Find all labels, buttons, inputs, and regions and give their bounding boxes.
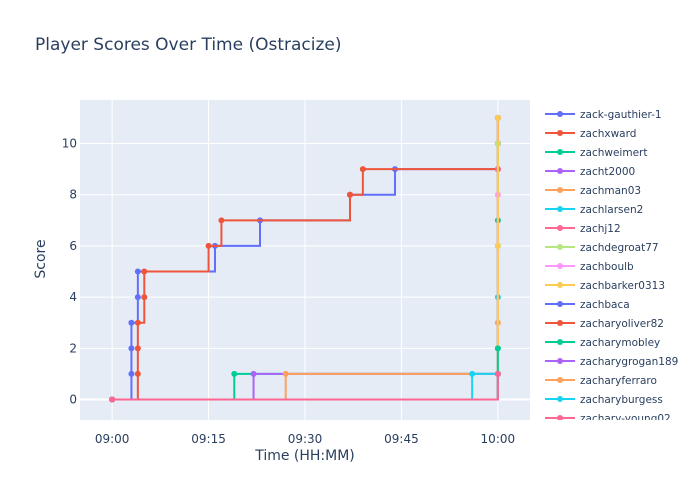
legend-label: zachary-young02 xyxy=(580,413,671,425)
legend-label: zachweimert xyxy=(580,147,647,159)
data-point[interactable] xyxy=(134,268,141,275)
legend-item[interactable]: zachj12 xyxy=(545,223,621,235)
legend-layer: zack-gauthier-1 zachxward zachweimert zacht… xyxy=(545,109,678,425)
data-point[interactable] xyxy=(359,166,366,173)
legend-item[interactable]: zachweimert xyxy=(545,147,647,159)
data-point[interactable] xyxy=(231,370,238,377)
y-tick-label: 6 xyxy=(69,239,77,253)
legend-label: zachman03 xyxy=(580,185,641,197)
legend-label: zachdegroat77 xyxy=(580,242,659,254)
chart-title: Player Scores Over Time (Ostracize) xyxy=(35,35,342,55)
legend-marker xyxy=(557,339,563,345)
data-point[interactable] xyxy=(134,345,141,352)
data-point[interactable] xyxy=(134,370,141,377)
data-point[interactable] xyxy=(205,242,212,249)
legend-item[interactable]: zachxward xyxy=(545,128,636,140)
legend-item[interactable]: zacharyferraro xyxy=(545,375,657,387)
series-line xyxy=(112,373,499,401)
series-zachxward xyxy=(109,114,501,403)
data-point[interactable] xyxy=(141,268,148,275)
x-tick-label: 09:00 xyxy=(95,432,130,446)
legend-label: zachj12 xyxy=(580,223,621,235)
x-tick-label: 09:15 xyxy=(191,432,226,446)
data-point[interactable] xyxy=(494,114,501,121)
legend-item[interactable]: zacharyburgess xyxy=(545,394,663,406)
legend-label: zacharyoliver82 xyxy=(580,318,664,330)
legend-marker xyxy=(557,263,563,269)
x-tick-label: 09:30 xyxy=(288,432,323,446)
legend-marker xyxy=(557,149,563,155)
legend-marker xyxy=(557,396,563,402)
legend-label: zacharymobley xyxy=(580,337,660,349)
legend-label: zack-gauthier-1 xyxy=(580,109,662,121)
legend-label: zacharyburgess xyxy=(580,394,663,406)
y-tick-label: 4 xyxy=(69,290,77,304)
tick-layer: 0 2 4 6 8 10 09:00 09:15 09:30 09:45 10:00 xyxy=(62,137,515,446)
data-point[interactable] xyxy=(282,370,289,377)
legend-marker xyxy=(557,320,563,326)
data-point[interactable] xyxy=(134,319,141,326)
legend-marker xyxy=(557,377,563,383)
legend-marker xyxy=(557,130,563,136)
legend-marker xyxy=(557,244,563,250)
legend-marker xyxy=(557,168,563,174)
legend[interactable]: zack-gauthier-1 zachxward zachweimert zacht… xyxy=(545,109,678,425)
legend-label: zachboulb xyxy=(580,261,634,273)
data-point[interactable] xyxy=(141,294,148,301)
legend-label: zachbarker0313 xyxy=(580,280,665,292)
legend-item[interactable]: zacharygrogan189 xyxy=(545,356,678,368)
legend-item[interactable]: zachdegroat77 xyxy=(545,242,659,254)
data-point[interactable] xyxy=(250,370,257,377)
legend-marker xyxy=(557,415,563,420)
x-tick-label: 10:00 xyxy=(481,432,516,446)
data-point[interactable] xyxy=(128,345,135,352)
y-tick-label: 10 xyxy=(62,137,77,151)
legend-label: zacharygrogan189 xyxy=(580,356,678,368)
y-tick-label: 8 xyxy=(69,188,77,202)
data-point[interactable] xyxy=(494,242,501,249)
series-layer xyxy=(109,114,501,403)
x-axis-title: Time (HH:MM) xyxy=(254,448,355,464)
data-point[interactable] xyxy=(347,191,353,198)
legend-item[interactable]: zachlarsen2 xyxy=(545,204,643,216)
legend-item[interactable]: zachbaca xyxy=(545,299,630,311)
y-axis-title: Score xyxy=(33,239,49,278)
legend-marker xyxy=(557,225,563,231)
legend-label: zachbaca xyxy=(580,299,630,311)
legend-marker xyxy=(557,111,563,117)
data-point[interactable] xyxy=(218,217,225,224)
data-point[interactable] xyxy=(134,294,141,301)
data-point[interactable] xyxy=(494,345,501,352)
series-zachary-young02 xyxy=(109,370,501,403)
x-tick-label: 09:45 xyxy=(384,432,419,446)
data-point[interactable] xyxy=(109,396,116,403)
legend-item[interactable]: zack-gauthier-1 xyxy=(545,109,662,121)
legend-item[interactable]: zacharyoliver82 xyxy=(545,318,664,330)
legend-label: zachxward xyxy=(580,128,636,140)
legend-item[interactable]: zachary-young02 xyxy=(545,413,671,425)
legend-label: zachlarsen2 xyxy=(580,204,643,216)
legend-marker xyxy=(557,301,563,307)
legend-item[interactable]: zacharymobley xyxy=(545,337,660,349)
data-point[interactable] xyxy=(128,319,135,326)
legend-item[interactable]: zachman03 xyxy=(545,185,641,197)
legend-label: zacharyferraro xyxy=(580,375,657,387)
y-tick-label: 0 xyxy=(69,393,77,407)
legend-marker xyxy=(557,358,563,364)
legend-marker xyxy=(557,282,563,288)
legend-marker xyxy=(557,187,563,193)
legend-marker xyxy=(557,206,563,212)
legend-item[interactable]: zachbarker0313 xyxy=(545,280,665,292)
data-point[interactable] xyxy=(494,370,501,377)
legend-item[interactable]: zacht2000 xyxy=(545,166,635,178)
y-tick-label: 2 xyxy=(69,341,77,355)
data-point[interactable] xyxy=(128,370,135,377)
legend-item[interactable]: zachboulb xyxy=(545,261,634,273)
legend-label: zacht2000 xyxy=(580,166,635,178)
data-point[interactable] xyxy=(469,370,476,377)
